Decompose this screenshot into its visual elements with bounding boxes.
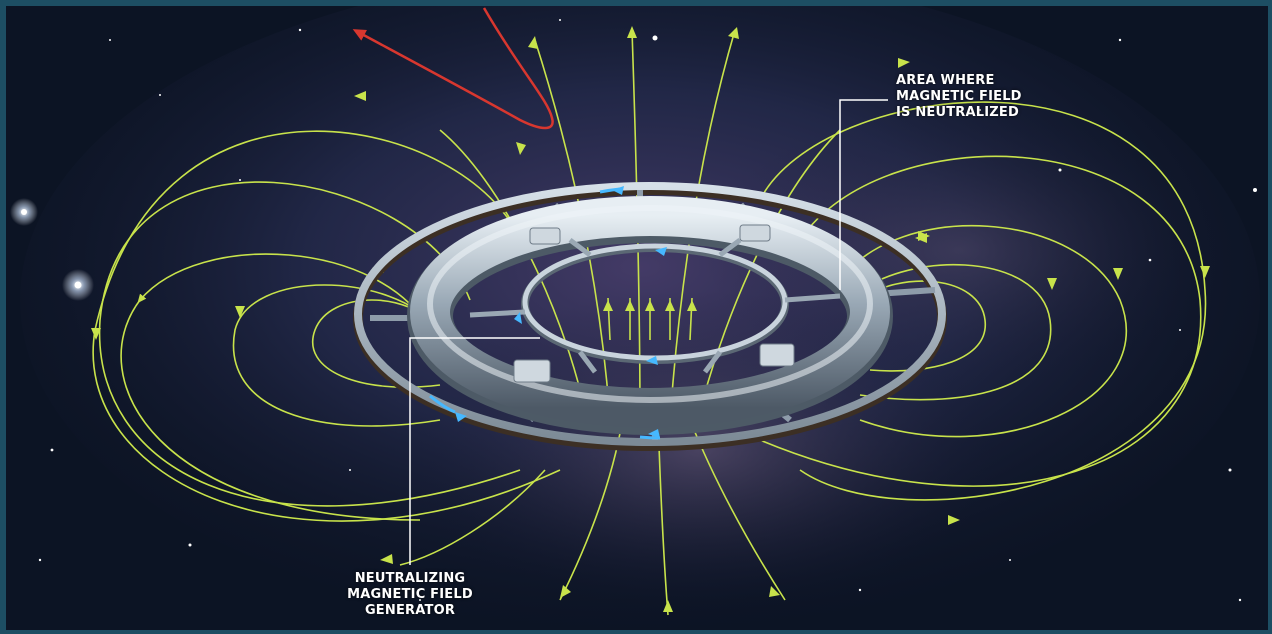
callout-line: MAGNETIC FIELD	[896, 89, 1022, 104]
callout-line: IS NEUTRALIZED	[896, 105, 1019, 120]
callout-line: MAGNETIC FIELD	[347, 587, 473, 602]
leader-lines	[409, 99, 888, 565]
callout-line: AREA WHERE	[896, 73, 995, 88]
deflected-particle-path	[352, 7, 554, 130]
central-field-arrows	[603, 300, 697, 311]
callout-line: GENERATOR	[364, 603, 456, 618]
neutralized-area-label: AREA WHERE MAGNETIC FIELD IS NEUTRALIZED	[896, 73, 1056, 121]
generator-label: NEUTRALIZING MAGNETIC FIELD GENERATOR	[320, 571, 500, 619]
nebula-right	[700, 110, 1220, 390]
stars	[10, 19, 1257, 602]
callout-line: NEUTRALIZING	[354, 571, 466, 586]
ring-station	[353, 182, 947, 451]
